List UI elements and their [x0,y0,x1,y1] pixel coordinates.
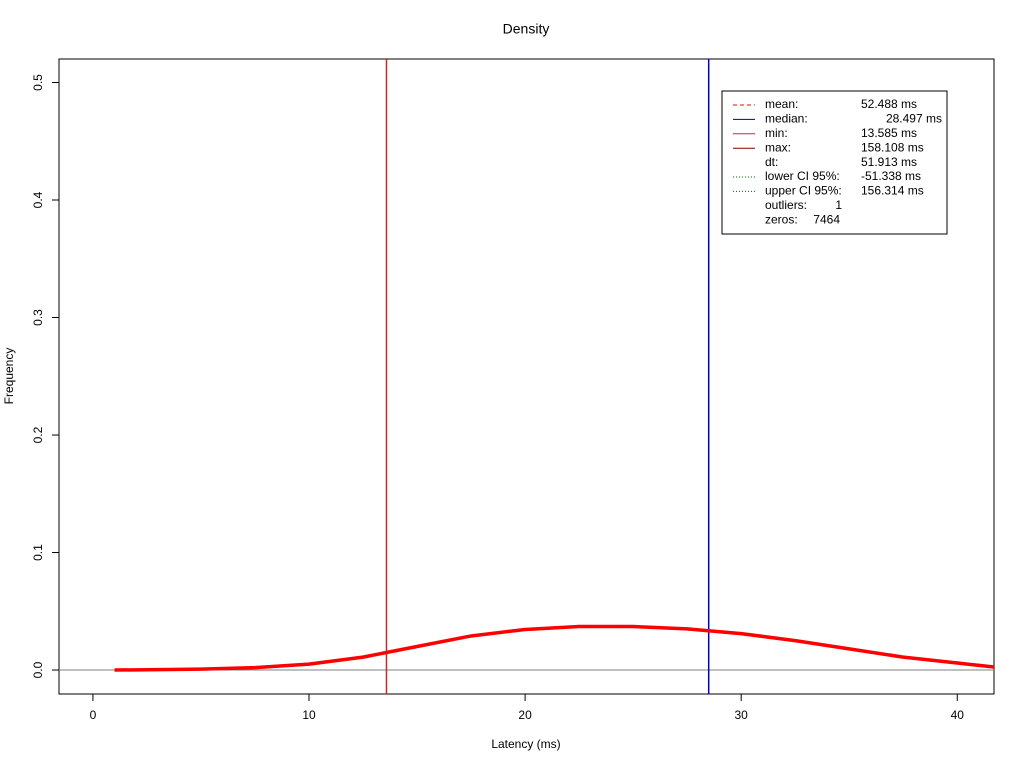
x-tick-label: 40 [951,708,965,722]
legend-label: min: [765,126,788,140]
legend-label: lower CI 95%: [765,169,840,183]
density-line [114,624,994,672]
x-tick-label: 30 [735,708,749,722]
legend-value: -51.338 ms [861,169,921,183]
y-axis-label: Frequency [2,348,16,405]
legend-label: median: [765,112,808,126]
legend-value: 158.108 ms [861,140,924,154]
x-axis-label: Latency (ms) [491,737,560,751]
chart-title: Density [503,21,550,37]
legend-value: 51.913 ms [861,155,917,169]
y-tick-label: 0.3 [31,309,45,326]
y-tick-label: 0.4 [31,191,45,208]
legend-label: outliers: [765,198,807,212]
legend-label: mean: [765,97,798,111]
x-tick-label: 20 [518,708,532,722]
y-tick-label: 0.2 [31,426,45,443]
legend-value: 52.488 ms [861,97,917,111]
y-tick-label: 0.1 [31,544,45,561]
legend-value: 7464 [813,212,840,226]
legend-box [721,90,948,235]
x-tick-label: 0 [90,708,97,722]
y-tick-label: 0.0 [31,661,45,678]
legend-value: 1 [835,198,842,212]
legend-label: upper CI 95%: [765,184,842,198]
legend-value: 13.585 ms [861,126,917,140]
legend-label: dt: [765,155,778,169]
legend-value: 156.314 ms [861,184,924,198]
y-tick-label: 0.5 [31,74,45,91]
legend-value: 28.497 ms [886,112,942,126]
x-tick-label: 10 [302,708,316,722]
legend-label: max: [765,140,791,154]
legend-label: zeros: [765,212,798,226]
